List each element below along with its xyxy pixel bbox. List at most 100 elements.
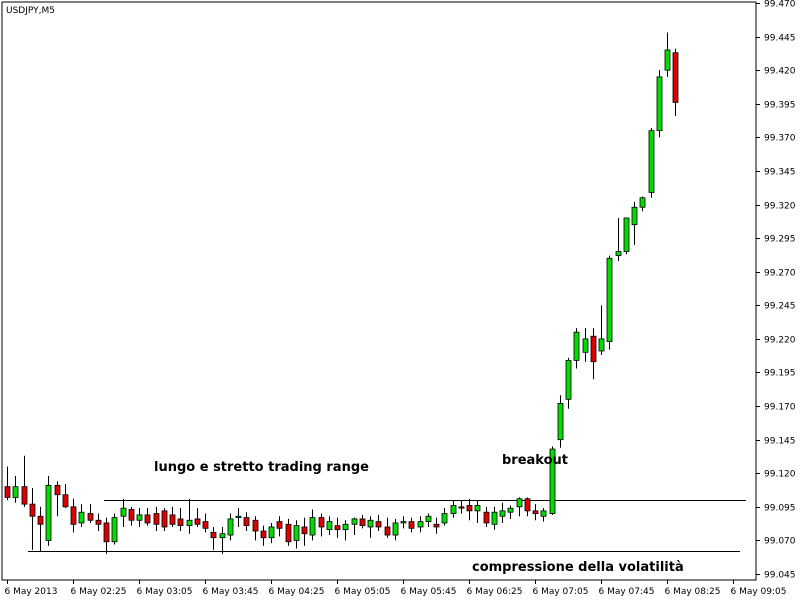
- candle-body: [524, 498, 531, 512]
- candle: [392, 518, 399, 541]
- candle: [507, 505, 514, 519]
- candle-body: [639, 197, 646, 208]
- candle-body: [29, 503, 36, 517]
- candle: [565, 357, 572, 409]
- y-tick-label: 99.095: [764, 504, 796, 514]
- candle: [334, 517, 341, 538]
- x-tick-label: 6 May 07:45: [599, 587, 655, 597]
- candle: [582, 328, 589, 362]
- candle-body: [169, 514, 176, 525]
- candle: [309, 509, 316, 541]
- candle-body: [664, 49, 671, 71]
- candle: [549, 446, 556, 515]
- candle: [318, 513, 325, 537]
- candle: [120, 498, 127, 527]
- candle-body: [648, 130, 655, 193]
- y-tick-label: 99.320: [764, 202, 796, 212]
- candle-body: [21, 486, 28, 505]
- candle-body: [334, 525, 341, 531]
- candle-body: [549, 448, 556, 514]
- y-tick-label: 99.295: [764, 235, 796, 245]
- candle: [87, 504, 94, 523]
- candle: [483, 506, 490, 527]
- candle-body: [516, 498, 523, 508]
- candle-body: [136, 514, 143, 521]
- x-tick-label: 6 May 02:25: [71, 587, 127, 597]
- candle: [606, 255, 613, 350]
- candle-body: [4, 486, 11, 498]
- candle: [4, 466, 11, 501]
- candle-body: [623, 217, 630, 252]
- candle: [243, 512, 250, 532]
- candle: [202, 513, 209, 533]
- candle: [433, 517, 440, 534]
- candle-body: [78, 511, 85, 524]
- candle: [375, 514, 382, 532]
- candle-body: [309, 517, 316, 536]
- candle: [598, 305, 605, 356]
- candle-body: [62, 494, 69, 508]
- y-tick-label: 99.420: [764, 67, 796, 77]
- candle: [268, 522, 275, 544]
- y-tick-label: 99.220: [764, 336, 796, 346]
- candle: [417, 516, 424, 533]
- candle: [458, 500, 465, 514]
- candle: [169, 506, 176, 527]
- candle: [648, 127, 655, 198]
- annotation-breakout: breakout: [502, 453, 568, 468]
- candle: [21, 455, 28, 507]
- candle-body: [532, 510, 539, 514]
- candle-body: [128, 509, 135, 521]
- candle: [186, 498, 193, 534]
- candle: [524, 497, 531, 517]
- candle-body: [384, 526, 391, 536]
- candle-body: [466, 505, 473, 512]
- candle: [70, 498, 77, 533]
- x-tick-label: 6 May 04:25: [269, 587, 325, 597]
- candle-body: [375, 521, 382, 528]
- candle-body: [12, 486, 19, 498]
- candle: [29, 488, 36, 550]
- plot-frame: [1, 1, 757, 581]
- candle-body: [400, 521, 407, 524]
- candle-body: [95, 519, 102, 525]
- candle: [656, 70, 663, 138]
- candle-body: [318, 517, 325, 528]
- y-tick-label: 99.395: [764, 101, 796, 111]
- candle-body: [194, 518, 201, 525]
- candle-body: [235, 515, 242, 518]
- candle-body: [301, 526, 308, 535]
- candle: [128, 506, 135, 526]
- candle: [194, 508, 201, 527]
- y-tick-label: 99.120: [764, 470, 796, 480]
- candle-body: [656, 76, 663, 132]
- y-tick-label: 99.245: [764, 302, 796, 312]
- candle: [425, 513, 432, 527]
- candle-body: [606, 257, 613, 342]
- candle-body: [598, 338, 605, 352]
- candle: [532, 504, 539, 521]
- candle-body: [177, 518, 184, 527]
- candle: [260, 525, 267, 546]
- candle: [450, 500, 457, 518]
- candle: [136, 508, 143, 527]
- candle-body: [565, 359, 572, 400]
- candle: [540, 508, 547, 522]
- candle: [615, 217, 622, 261]
- y-tick-label: 99.345: [764, 168, 796, 178]
- candle-body: [87, 513, 94, 521]
- candle: [301, 517, 308, 546]
- candle-body: [276, 521, 283, 529]
- candle: [400, 516, 407, 529]
- candle: [441, 508, 448, 526]
- candle-body: [54, 484, 61, 496]
- annotation-volatility-compression: compressione della volatilità: [472, 560, 684, 575]
- candle: [111, 513, 118, 545]
- y-tick-label: 99.070: [764, 537, 796, 547]
- candle: [408, 517, 415, 533]
- candle: [153, 506, 160, 532]
- time-axis: 6 May 2013 6 May 02:25 6 May 03:05 6 May 03…: [5, 580, 787, 597]
- candle-body: [367, 519, 374, 528]
- y-tick-label: 99.145: [764, 437, 796, 447]
